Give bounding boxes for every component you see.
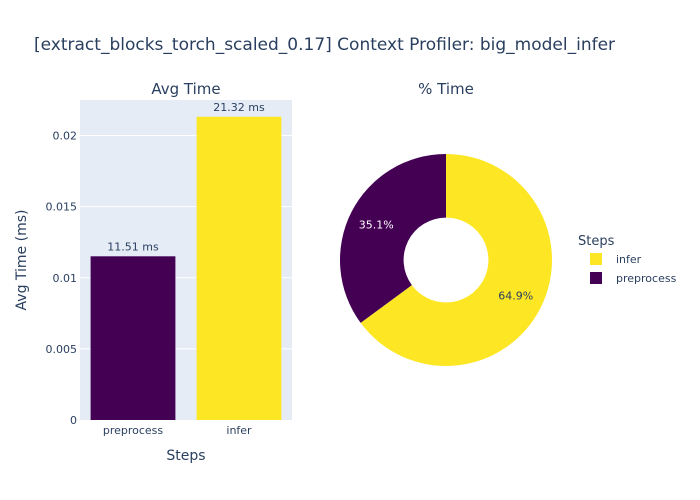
donut-slices [340,154,552,367]
bar-y-tick-label: 0.02 [53,130,78,143]
legend-swatch-preprocess [590,272,602,284]
donut-slice-infer [360,154,552,367]
bar-y-tick-label: 0.015 [46,201,78,214]
legend: Steps infer preprocess [578,234,677,285]
pie-subplot-title: % Time [418,80,474,98]
donut-slice-label: 64.9% [498,289,533,302]
bar-subplot-title: Avg Time [151,80,220,98]
bar-y-axis-label: Avg Time (ms) [14,210,30,311]
legend-swatch-infer [590,253,602,265]
donut-slice-preprocess [340,154,446,323]
donut-slice-label: 35.1% [359,219,394,232]
legend-title: Steps [578,234,615,249]
bar-preprocess [90,256,176,420]
figure-title: [extract_blocks_torch_scaled_0.17] Conte… [34,35,615,55]
legend-items: infer preprocess [590,253,677,285]
legend-label: infer [616,253,642,266]
bar-data-label: 21.32 ms [213,101,265,114]
legend-label: preprocess [616,272,677,285]
donut-slice-labels: 64.9% 35.1% [359,219,534,303]
bar-y-tick-label: 0.005 [46,343,78,356]
pie-subplot: % Time 64.9% 35.1% [340,80,552,367]
bar-marks: 11.51 ms 21.32 ms [90,101,282,420]
bar-x-axis-label: Steps [166,448,205,464]
bar-y-ticks: 0 0.005 0.01 0.015 0.02 [46,130,78,427]
bar-infer [196,116,282,420]
bar-subplot: Avg Time 0 0.005 0.01 0.015 0.02 11.51 ms 21.… [14,80,292,464]
bar-y-tick-label: 0.01 [53,272,78,285]
bar-data-label: 11.51 ms [107,240,159,253]
bar-x-tick-label: preprocess [103,424,164,437]
bar-y-tick-label: 0 [70,414,77,427]
bar-x-tick-label: infer [226,424,252,437]
bar-x-ticks: preprocess infer [103,424,252,437]
